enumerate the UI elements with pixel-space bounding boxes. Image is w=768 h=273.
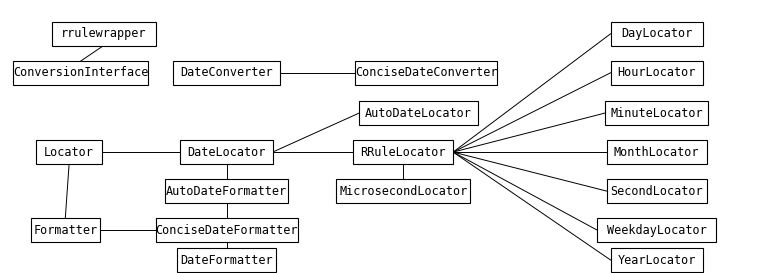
Text: DateLocator: DateLocator bbox=[187, 146, 266, 159]
FancyBboxPatch shape bbox=[598, 218, 716, 242]
FancyBboxPatch shape bbox=[604, 101, 708, 125]
FancyBboxPatch shape bbox=[607, 140, 707, 164]
FancyBboxPatch shape bbox=[31, 218, 100, 242]
Text: MicrosecondLocator: MicrosecondLocator bbox=[339, 185, 467, 198]
FancyBboxPatch shape bbox=[180, 140, 273, 164]
Text: Locator: Locator bbox=[45, 146, 94, 159]
Text: ConciseDateFormatter: ConciseDateFormatter bbox=[155, 224, 298, 237]
Text: rrulewrapper: rrulewrapper bbox=[61, 27, 147, 40]
FancyBboxPatch shape bbox=[36, 140, 101, 164]
FancyBboxPatch shape bbox=[607, 179, 707, 203]
FancyBboxPatch shape bbox=[611, 22, 703, 46]
FancyBboxPatch shape bbox=[355, 61, 498, 85]
FancyBboxPatch shape bbox=[177, 248, 276, 272]
Text: AutoDateLocator: AutoDateLocator bbox=[365, 106, 472, 120]
FancyBboxPatch shape bbox=[336, 179, 470, 203]
FancyBboxPatch shape bbox=[165, 179, 288, 203]
FancyBboxPatch shape bbox=[359, 101, 478, 125]
Text: DayLocator: DayLocator bbox=[621, 27, 692, 40]
FancyBboxPatch shape bbox=[52, 22, 155, 46]
Text: ConciseDateConverter: ConciseDateConverter bbox=[355, 66, 498, 79]
Text: WeekdayLocator: WeekdayLocator bbox=[607, 224, 707, 237]
Text: DateConverter: DateConverter bbox=[180, 66, 273, 79]
Text: YearLocator: YearLocator bbox=[617, 254, 696, 266]
Text: AutoDateFormatter: AutoDateFormatter bbox=[166, 185, 287, 198]
Text: SecondLocator: SecondLocator bbox=[611, 185, 703, 198]
FancyBboxPatch shape bbox=[14, 61, 147, 85]
Text: MonthLocator: MonthLocator bbox=[614, 146, 700, 159]
Text: ConversionInterface: ConversionInterface bbox=[13, 66, 148, 79]
Text: DateFormatter: DateFormatter bbox=[180, 254, 273, 266]
Text: Formatter: Formatter bbox=[33, 224, 98, 237]
Text: RRuleLocator: RRuleLocator bbox=[360, 146, 446, 159]
Text: MinuteLocator: MinuteLocator bbox=[611, 106, 703, 120]
Text: HourLocator: HourLocator bbox=[617, 66, 696, 79]
FancyBboxPatch shape bbox=[611, 61, 703, 85]
FancyBboxPatch shape bbox=[155, 218, 297, 242]
FancyBboxPatch shape bbox=[173, 61, 280, 85]
FancyBboxPatch shape bbox=[353, 140, 453, 164]
FancyBboxPatch shape bbox=[611, 248, 703, 272]
